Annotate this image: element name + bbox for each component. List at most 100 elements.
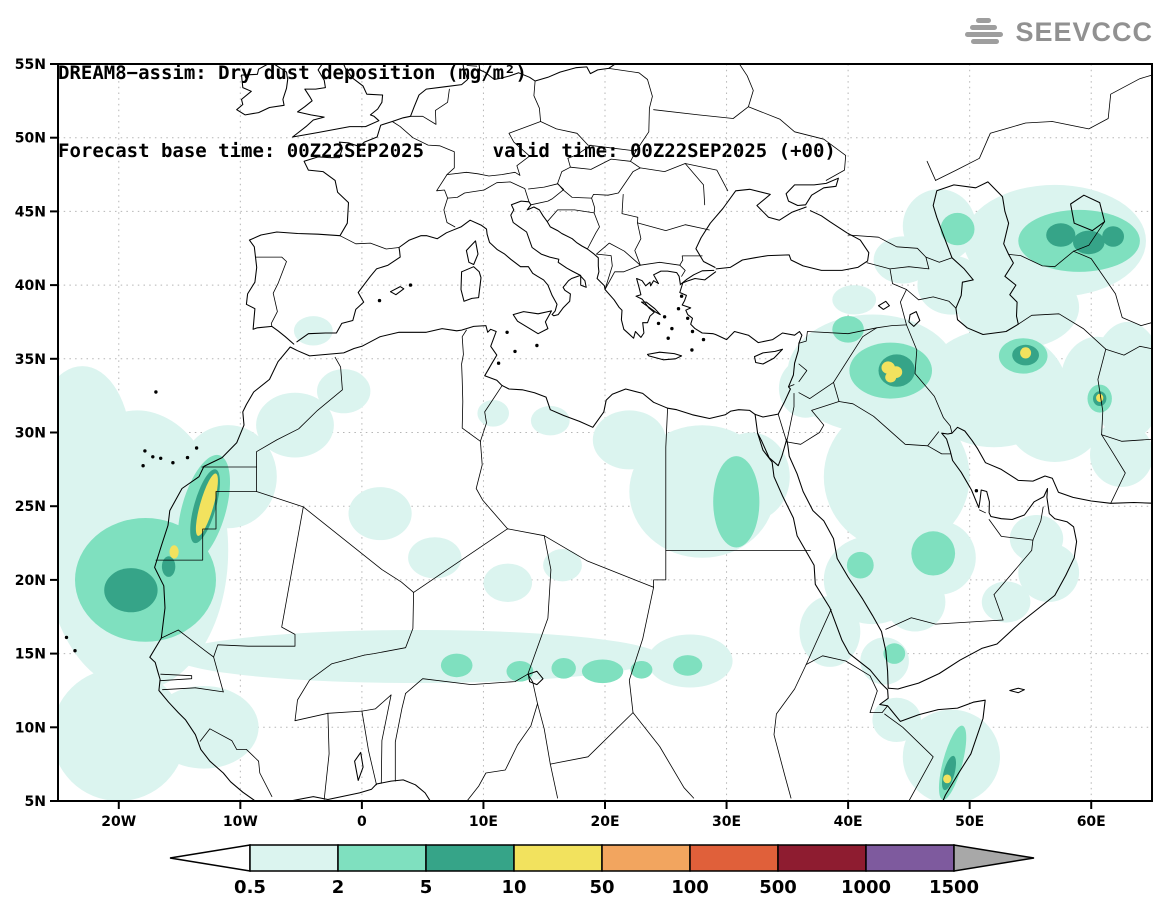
island-dot — [679, 294, 684, 298]
country-border — [528, 183, 558, 190]
country-border — [988, 519, 1034, 541]
island-dot — [73, 649, 77, 653]
dust-region — [1020, 347, 1032, 359]
coastline-lake-volta — [354, 751, 364, 781]
coastline-lake-van — [877, 300, 890, 310]
island-dot — [141, 464, 145, 468]
country-border — [549, 763, 558, 799]
lat-tick-label: 50N — [15, 131, 46, 147]
colorbar-segment — [777, 844, 867, 872]
seevccc-logo-text: SEEVCCC — [1015, 16, 1153, 47]
country-border — [162, 687, 196, 691]
country-border — [587, 212, 600, 250]
border-layer — [155, 64, 1152, 801]
country-border — [935, 74, 1152, 181]
lon-tick-label: 0 — [357, 814, 367, 830]
country-border — [847, 234, 953, 263]
dust-region — [885, 371, 897, 383]
dust-region — [1091, 321, 1152, 440]
country-border — [527, 535, 552, 675]
country-border — [461, 329, 481, 442]
island-dot — [496, 361, 501, 365]
country-border — [777, 413, 787, 441]
country-border — [798, 382, 834, 399]
country-border — [885, 617, 1004, 630]
country-border — [1101, 434, 1126, 504]
lon-tick-label: 60E — [1077, 814, 1106, 830]
colorbar-label: 5 — [420, 877, 433, 898]
dust-region — [981, 581, 1031, 623]
country-border — [866, 256, 930, 270]
country-border — [1032, 506, 1044, 541]
country-border — [838, 401, 940, 447]
colorbar-label: 1500 — [929, 877, 979, 898]
dust-region — [1102, 226, 1124, 247]
country-border — [361, 710, 377, 786]
lat-tick-label: 20N — [15, 573, 46, 589]
country-border — [805, 609, 832, 665]
dust-region — [506, 661, 534, 682]
country-border — [884, 713, 934, 801]
country-border — [1101, 434, 1152, 442]
island-dot — [194, 446, 199, 450]
colorbar-label: 0.5 — [234, 877, 266, 898]
dust-region — [873, 236, 932, 284]
island-dot — [656, 321, 661, 326]
country-border — [391, 121, 455, 175]
colorbar-label: 100 — [671, 877, 709, 898]
country-border — [394, 693, 406, 782]
country-border — [475, 440, 508, 530]
country-border — [256, 491, 304, 508]
country-border — [798, 327, 878, 344]
country-border — [537, 703, 551, 765]
dust-region — [713, 456, 760, 548]
dust-region — [58, 668, 186, 801]
colorbar: 0.5 2 5 10 50 100 500 1000 1500 — [169, 844, 1035, 898]
dust-region — [883, 643, 906, 664]
country-border — [607, 160, 641, 196]
country-border — [508, 80, 541, 176]
coastline-socotra — [1009, 687, 1025, 694]
country-border — [199, 728, 238, 750]
country-border — [596, 242, 641, 266]
country-border — [927, 445, 952, 455]
country-border — [805, 655, 878, 692]
colorbar-segment — [601, 844, 691, 872]
country-border — [596, 253, 613, 290]
colorbar-segment — [689, 844, 779, 872]
country-border — [466, 681, 538, 801]
lon-tick-label: 50E — [955, 814, 984, 830]
lat-tick-label: 40N — [15, 278, 46, 294]
country-border — [213, 656, 224, 693]
dust-region — [317, 369, 371, 414]
country-border — [570, 150, 637, 170]
country-border — [906, 324, 953, 434]
dust-region — [195, 473, 218, 536]
country-border — [684, 163, 706, 206]
country-border — [256, 356, 343, 468]
lat-tick-label: 15N — [15, 647, 46, 663]
country-border — [738, 64, 754, 108]
dust-region — [104, 568, 158, 613]
country-border — [993, 539, 1034, 595]
colorbar-right-arrow — [953, 844, 1035, 872]
coastline-corsica — [465, 240, 479, 266]
map-subtitle: Forecast base time: 00Z22SEP2025 valid t… — [58, 140, 836, 162]
country-border — [1008, 250, 1074, 268]
country-border — [446, 171, 521, 177]
country-border — [557, 157, 571, 184]
island-dot — [64, 635, 69, 640]
lon-tick-label: 10W — [223, 814, 258, 830]
dust-region — [440, 653, 473, 678]
colorbar-label: 500 — [759, 877, 797, 898]
country-border — [889, 268, 907, 290]
country-border — [1017, 313, 1107, 350]
country-border — [436, 174, 456, 228]
country-border — [906, 289, 957, 309]
country-border — [543, 535, 654, 588]
country-border — [869, 690, 888, 713]
island-dot — [701, 337, 706, 342]
coastline-crete — [646, 351, 683, 361]
colorbar-segment — [865, 844, 955, 872]
